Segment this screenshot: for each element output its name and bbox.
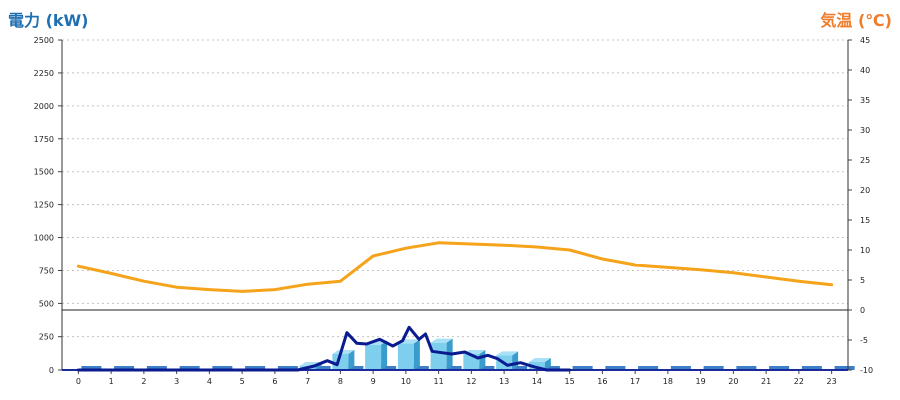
bar-side bbox=[413, 339, 420, 370]
bar-side bbox=[381, 340, 388, 370]
left-tick-label: 1250 bbox=[34, 201, 54, 210]
bar-stub bbox=[638, 366, 659, 370]
right-tick-label: -5 bbox=[860, 336, 868, 345]
bar-side bbox=[348, 350, 355, 370]
bar-stub bbox=[376, 366, 397, 370]
x-tick-label: 13 bbox=[499, 377, 509, 386]
left-tick-label: 250 bbox=[39, 333, 54, 342]
left-tick-label: 1000 bbox=[34, 234, 54, 243]
x-tick-label: 8 bbox=[338, 377, 343, 386]
right-tick-label: 20 bbox=[860, 186, 870, 195]
left-tick-label: 2000 bbox=[34, 102, 54, 111]
bar-stub bbox=[245, 366, 266, 370]
power-line bbox=[76, 325, 572, 372]
bar-stub bbox=[703, 366, 724, 370]
bar-top bbox=[430, 338, 453, 343]
x-tick-label: 3 bbox=[174, 377, 179, 386]
bar-front bbox=[430, 342, 447, 370]
bar-front bbox=[365, 344, 382, 370]
right-tick-label: 40 bbox=[860, 66, 870, 75]
x-tick-label: 19 bbox=[696, 377, 706, 386]
bar-stub bbox=[408, 366, 429, 370]
bar-stub bbox=[441, 366, 462, 370]
tick-labels: 50075010001250150017502000225025000250-1… bbox=[34, 36, 873, 386]
bar-stub bbox=[277, 366, 298, 370]
bar-stub bbox=[572, 366, 593, 370]
bar-front bbox=[397, 343, 414, 370]
temperature-line bbox=[76, 241, 834, 293]
left-tick-label: 0 bbox=[49, 366, 54, 375]
bar-stub bbox=[114, 366, 135, 370]
bar-stub bbox=[539, 366, 560, 370]
right-tick-label: 30 bbox=[860, 126, 870, 135]
x-tick-label: 17 bbox=[630, 377, 640, 386]
x-tick-label: 11 bbox=[434, 377, 444, 386]
x-tick-label: 20 bbox=[728, 377, 738, 386]
right-tick-label: -10 bbox=[860, 366, 873, 375]
bar-top bbox=[528, 358, 551, 362]
grid bbox=[62, 39, 848, 338]
right-axis-title: 気温 (℃) bbox=[820, 11, 892, 30]
x-tick-label: 12 bbox=[466, 377, 476, 386]
bar-stub bbox=[801, 366, 822, 370]
x-tick-label: 4 bbox=[207, 377, 212, 386]
x-tick-label: 16 bbox=[597, 377, 607, 386]
bar-top bbox=[496, 351, 519, 356]
bar-stub bbox=[212, 366, 233, 370]
bar-stub bbox=[670, 366, 691, 370]
right-tick-label: 0 bbox=[860, 306, 865, 315]
left-tick-label: 500 bbox=[39, 299, 54, 308]
left-tick-label: 750 bbox=[39, 266, 54, 275]
left-tick-label: 1500 bbox=[34, 168, 54, 177]
bar-stub bbox=[736, 366, 757, 370]
bar-top bbox=[332, 350, 355, 354]
x-tick-label: 23 bbox=[827, 377, 837, 386]
x-tick-label: 7 bbox=[305, 377, 310, 386]
bar-stub bbox=[343, 366, 364, 370]
bar-stub bbox=[474, 366, 495, 370]
x-tick-label: 0 bbox=[76, 377, 81, 386]
bar-stub bbox=[146, 366, 167, 370]
x-tick-label: 14 bbox=[532, 377, 542, 386]
left-tick-label: 2250 bbox=[34, 69, 54, 78]
bar-stub bbox=[81, 366, 102, 370]
left-tick-label: 2500 bbox=[34, 36, 54, 45]
x-tick-label: 18 bbox=[663, 377, 673, 386]
x-tick-label: 6 bbox=[272, 377, 277, 386]
x-tick-label: 5 bbox=[240, 377, 245, 386]
x-tick-label: 22 bbox=[794, 377, 804, 386]
left-tick-label: 1750 bbox=[34, 135, 54, 144]
axes bbox=[58, 39, 852, 374]
right-tick-label: 5 bbox=[860, 276, 865, 285]
x-tick-label: 21 bbox=[761, 377, 771, 386]
right-tick-label: 45 bbox=[860, 36, 870, 45]
bar-stub bbox=[179, 366, 200, 370]
right-tick-label: 25 bbox=[860, 156, 870, 165]
right-tick-label: 10 bbox=[860, 246, 870, 255]
bar-stub bbox=[769, 366, 790, 370]
bar-stub bbox=[605, 366, 626, 370]
x-tick-label: 10 bbox=[401, 377, 411, 386]
x-tick-label: 15 bbox=[565, 377, 575, 386]
right-tick-label: 15 bbox=[860, 216, 870, 225]
x-tick-label: 2 bbox=[141, 377, 146, 386]
x-tick-label: 9 bbox=[371, 377, 376, 386]
x-tick-label: 1 bbox=[109, 377, 114, 386]
left-axis-title: 電力 (kW) bbox=[8, 11, 89, 30]
line-series bbox=[76, 241, 834, 372]
bar-stub bbox=[310, 366, 331, 370]
bar-stub bbox=[834, 366, 855, 370]
right-tick-label: 35 bbox=[860, 96, 870, 105]
bar-stub bbox=[507, 366, 528, 370]
